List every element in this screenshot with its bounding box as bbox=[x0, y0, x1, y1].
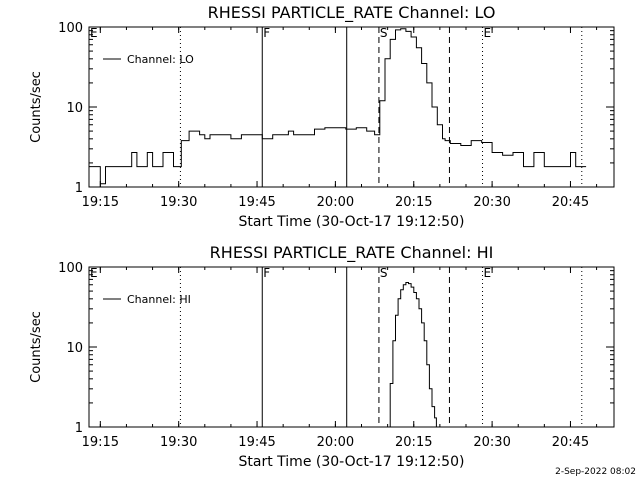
legend-label: Channel: LO bbox=[127, 53, 194, 66]
x-tick-label: 19:15 bbox=[82, 195, 119, 210]
plot-frame bbox=[88, 266, 615, 428]
legend-label: Channel: HI bbox=[127, 293, 191, 306]
x-axis-label: Start Time (30-Oct-17 19:12:50) bbox=[239, 214, 465, 230]
event-marker-label: S bbox=[380, 26, 388, 40]
x-tick-label: 20:45 bbox=[552, 435, 589, 450]
event-marker-label: F bbox=[263, 266, 270, 280]
chart-panel-2: RHESSI PARTICLE_RATE Channel: HI 19:15 19:… bbox=[29, 243, 615, 470]
x-tick-label: 19:45 bbox=[238, 195, 275, 210]
series-line bbox=[387, 282, 437, 427]
x-tick-label: 20:00 bbox=[317, 435, 354, 450]
x-tick-label: 20:30 bbox=[473, 195, 510, 210]
x-axis-label: Start Time (30-Oct-17 19:12:50) bbox=[239, 454, 465, 470]
y-tick-label: 1 bbox=[75, 421, 83, 436]
chart-panel-1: RHESSI PARTICLE_RATE Channel: LO 19:15 19:… bbox=[29, 3, 615, 230]
chart-title: RHESSI PARTICLE_RATE Channel: HI bbox=[210, 243, 494, 263]
y-tick-label: 10 bbox=[66, 101, 83, 116]
event-marker-label: E bbox=[90, 26, 98, 40]
y-tick-label: 100 bbox=[58, 21, 83, 36]
x-tick-label: 19:30 bbox=[160, 195, 197, 210]
x-tick-label: 20:15 bbox=[395, 195, 432, 210]
event-marker-label: E bbox=[484, 26, 492, 40]
y-tick-label: 100 bbox=[58, 261, 83, 276]
x-tick-label: 20:15 bbox=[395, 435, 432, 450]
footer-timestamp: 2-Sep-2022 08:02 bbox=[555, 467, 636, 477]
y-tick-label: 1 bbox=[75, 181, 83, 196]
event-marker-label: E bbox=[484, 266, 492, 280]
y-axis-label: Counts/sec bbox=[29, 71, 44, 143]
y-axis-label: Counts/sec bbox=[29, 311, 44, 383]
chart-title: RHESSI PARTICLE_RATE Channel: LO bbox=[208, 3, 496, 23]
x-tick-label: 19:45 bbox=[238, 435, 275, 450]
event-marker-label: F bbox=[263, 26, 270, 40]
event-marker-label: S bbox=[380, 266, 388, 280]
x-tick-label: 19:30 bbox=[160, 435, 197, 450]
plot-frame bbox=[88, 26, 615, 188]
x-tick-label: 20:00 bbox=[317, 195, 354, 210]
y-tick-label: 10 bbox=[66, 341, 83, 356]
series-line bbox=[89, 28, 587, 185]
event-marker-label: E bbox=[90, 266, 98, 280]
x-tick-label: 20:45 bbox=[552, 195, 589, 210]
x-tick-label: 19:15 bbox=[82, 435, 119, 450]
x-tick-label: 20:30 bbox=[473, 435, 510, 450]
